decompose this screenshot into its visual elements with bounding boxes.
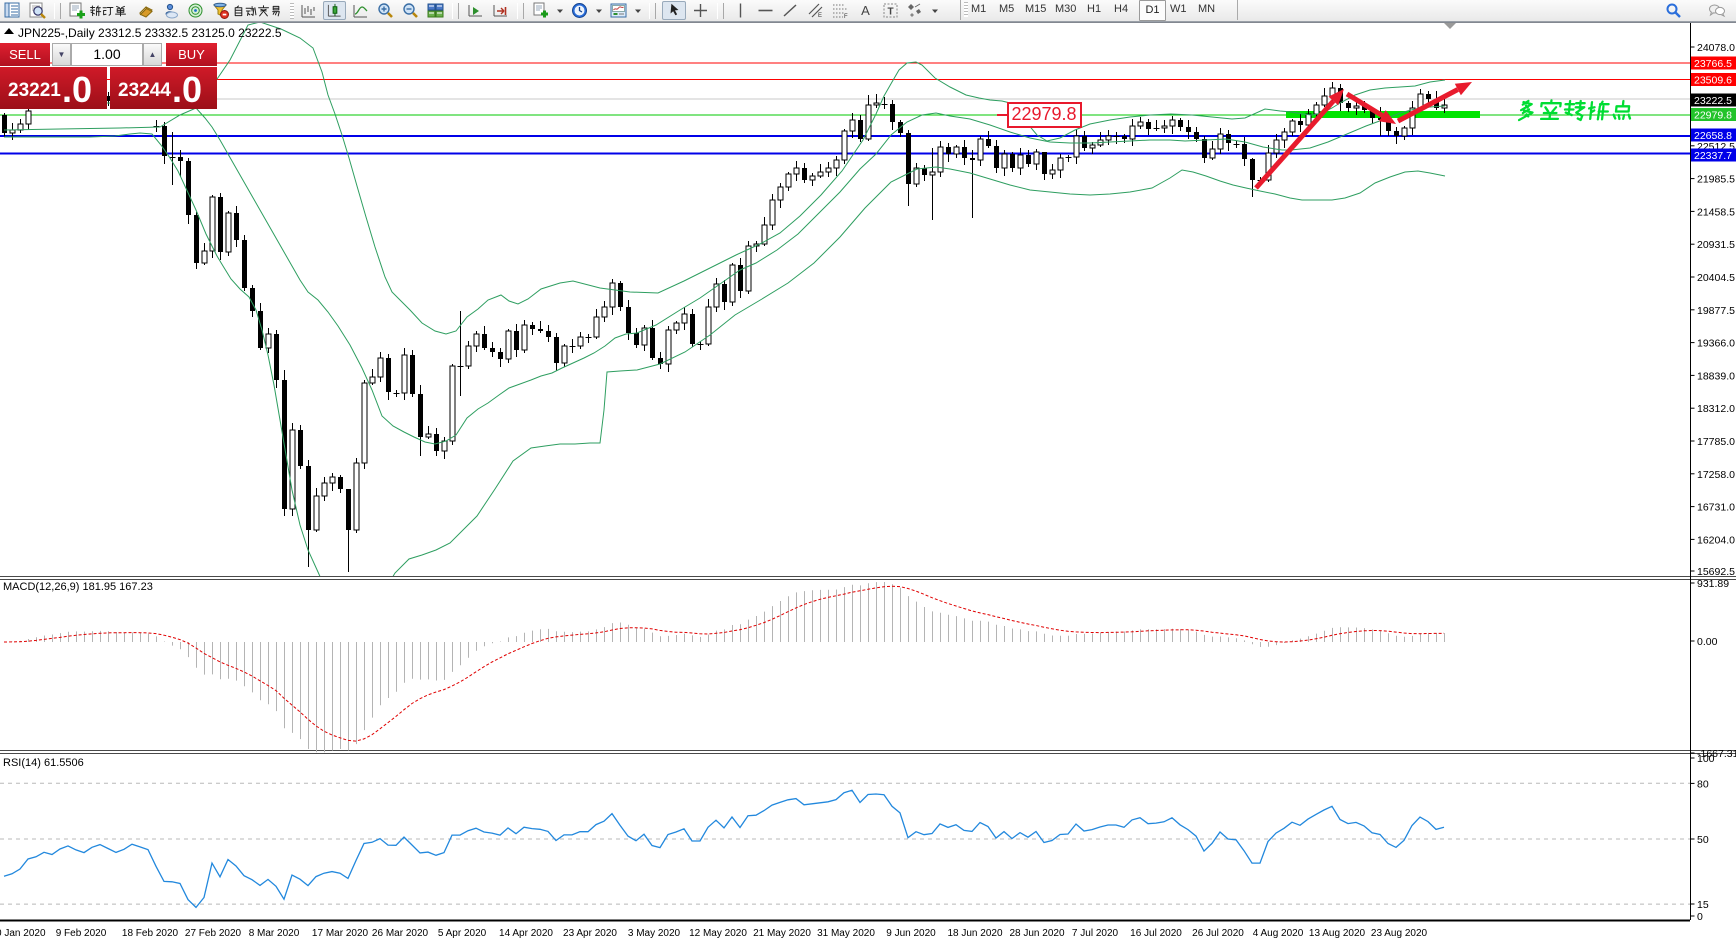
svg-text:17785.0: 17785.0 xyxy=(1697,436,1735,448)
svg-text:17258.0: 17258.0 xyxy=(1697,469,1735,481)
svg-text:20931.5: 20931.5 xyxy=(1697,239,1735,251)
svg-text:931.89: 931.89 xyxy=(1697,578,1729,590)
svg-text:0.00: 0.00 xyxy=(1697,636,1718,648)
svg-text:18312.0: 18312.0 xyxy=(1697,403,1735,415)
svg-text:21985.5: 21985.5 xyxy=(1697,174,1735,186)
svg-text:100: 100 xyxy=(1697,753,1715,765)
svg-text:9 Jun 2020: 9 Jun 2020 xyxy=(886,928,936,939)
svg-text:MACD(12,26,9) 181.95 167.23: MACD(12,26,9) 181.95 167.23 xyxy=(3,581,153,593)
svg-text:27 Feb 2020: 27 Feb 2020 xyxy=(185,928,242,939)
svg-text:T: T xyxy=(887,7,893,18)
svg-text:19877.5: 19877.5 xyxy=(1697,305,1735,317)
svg-text:22658.8: 22658.8 xyxy=(1694,130,1732,142)
svg-text:28 Jun 2020: 28 Jun 2020 xyxy=(1009,928,1064,939)
svg-text:-1667.31: -1667.31 xyxy=(1697,748,1736,760)
svg-text:22979.8: 22979.8 xyxy=(1694,110,1732,122)
svg-text:12 May 2020: 12 May 2020 xyxy=(689,928,747,939)
svg-text:18 Jun 2020: 18 Jun 2020 xyxy=(947,928,1002,939)
svg-text:26 Jul 2020: 26 Jul 2020 xyxy=(1192,928,1244,939)
svg-text:F: F xyxy=(844,14,848,19)
svg-text:0: 0 xyxy=(1697,911,1703,923)
svg-text:JPN225-,Daily 23312.5 23332.5: JPN225-,Daily 23312.5 23332.5 23125.0 23… xyxy=(18,26,282,40)
svg-text:30 Jan 2020: 30 Jan 2020 xyxy=(0,928,46,939)
svg-text:31 May 2020: 31 May 2020 xyxy=(817,928,875,939)
svg-text:21 May 2020: 21 May 2020 xyxy=(753,928,811,939)
svg-text:50: 50 xyxy=(1697,834,1709,846)
svg-text:15692.5: 15692.5 xyxy=(1697,566,1735,578)
svg-text:24078.0: 24078.0 xyxy=(1697,42,1735,54)
svg-text:16 Jul 2020: 16 Jul 2020 xyxy=(1130,928,1182,939)
svg-text:26 Mar 2020: 26 Mar 2020 xyxy=(372,928,429,939)
svg-text:13 Aug 2020: 13 Aug 2020 xyxy=(1309,928,1366,939)
svg-text:14 Apr 2020: 14 Apr 2020 xyxy=(499,928,553,939)
svg-text:E: E xyxy=(818,13,822,19)
svg-text:4 Aug 2020: 4 Aug 2020 xyxy=(1253,928,1304,939)
svg-text:23222.5: 23222.5 xyxy=(1694,95,1732,107)
svg-text:22979.8: 22979.8 xyxy=(1011,104,1076,124)
svg-text:A: A xyxy=(861,3,870,18)
svg-text:8 Mar 2020: 8 Mar 2020 xyxy=(249,928,300,939)
svg-text:19366.0: 19366.0 xyxy=(1697,338,1735,350)
svg-text:RSI(14) 61.5506: RSI(14) 61.5506 xyxy=(3,757,84,769)
svg-text:7 Jul 2020: 7 Jul 2020 xyxy=(1072,928,1119,939)
svg-text:80: 80 xyxy=(1697,778,1709,790)
svg-text:3 May 2020: 3 May 2020 xyxy=(628,928,681,939)
svg-text:23509.6: 23509.6 xyxy=(1694,75,1732,87)
svg-text:23 Aug 2020: 23 Aug 2020 xyxy=(1371,928,1428,939)
svg-text:23766.5: 23766.5 xyxy=(1694,58,1732,70)
svg-text:20404.5: 20404.5 xyxy=(1697,272,1735,284)
svg-text:22337.7: 22337.7 xyxy=(1694,150,1732,162)
svg-text:18 Feb 2020: 18 Feb 2020 xyxy=(122,928,179,939)
svg-text:5 Apr 2020: 5 Apr 2020 xyxy=(438,928,487,939)
svg-text:21458.5: 21458.5 xyxy=(1697,206,1735,218)
svg-text:16204.0: 16204.0 xyxy=(1697,534,1735,546)
svg-text:23 Apr 2020: 23 Apr 2020 xyxy=(563,928,617,939)
svg-text:9 Feb 2020: 9 Feb 2020 xyxy=(56,928,107,939)
svg-text:15: 15 xyxy=(1697,899,1709,911)
svg-text:17 Mar 2020: 17 Mar 2020 xyxy=(312,928,369,939)
svg-text:18839.0: 18839.0 xyxy=(1697,370,1735,382)
svg-text:16731.0: 16731.0 xyxy=(1697,502,1735,514)
